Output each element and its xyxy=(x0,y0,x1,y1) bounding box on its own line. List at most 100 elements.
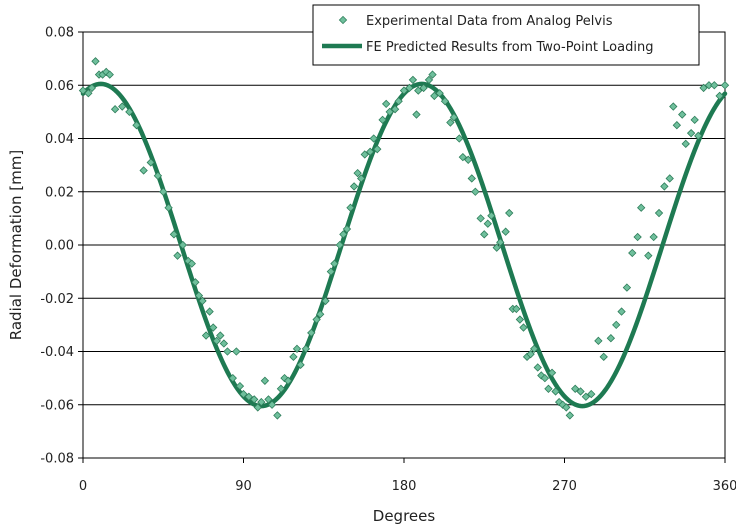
experimental-data-point xyxy=(273,411,282,420)
experimental-data-point xyxy=(283,376,293,385)
experimental-data-point xyxy=(633,232,642,242)
experimental-data-point xyxy=(496,238,505,247)
x-tick-label: 0 xyxy=(79,479,87,494)
experimental-data-point xyxy=(239,389,248,399)
experimental-data-point xyxy=(547,368,557,377)
experimental-data-point xyxy=(394,97,403,106)
experimental-data-point xyxy=(665,174,674,183)
experimental-data-point xyxy=(153,171,163,180)
experimental-data-point xyxy=(419,83,428,93)
experimental-data-point xyxy=(435,89,444,98)
experimental-data-point xyxy=(694,131,703,141)
experimental-data-point xyxy=(346,203,355,212)
y-tick-label: 0.02 xyxy=(45,185,74,200)
experimental-data-point xyxy=(501,227,510,236)
experimental-data-point xyxy=(373,144,382,154)
experimental-data-point xyxy=(326,267,336,276)
experimental-data-point xyxy=(428,70,437,79)
experimental-data-point xyxy=(209,323,218,332)
x-axis-title: Degrees xyxy=(373,507,436,525)
y-tick-label: 0.00 xyxy=(45,239,74,254)
experimental-data-point xyxy=(110,105,120,114)
experimental-data-point xyxy=(412,110,421,119)
experimental-data-point xyxy=(267,400,277,409)
experimental-data-point xyxy=(467,174,476,183)
experimental-data-point xyxy=(430,91,439,101)
experimental-data-point xyxy=(335,240,344,250)
experimental-data-point xyxy=(187,259,196,268)
experimental-data-point xyxy=(118,102,127,111)
experimental-data-point xyxy=(424,75,434,85)
experimental-data-point xyxy=(301,344,311,354)
experimental-data-point xyxy=(492,243,501,252)
experimental-data-point xyxy=(159,187,168,196)
experimental-data-point xyxy=(440,97,450,106)
experimental-data-point xyxy=(533,363,542,372)
y-tick-label: -0.02 xyxy=(40,292,74,307)
experimental-data-point xyxy=(385,107,394,117)
legend-label-fe-predicted: FE Predicted Results from Two-Point Load… xyxy=(366,40,653,55)
experimental-data-point xyxy=(537,371,546,380)
experimental-data-point xyxy=(296,360,305,369)
experimental-data-point xyxy=(357,174,366,183)
experimental-data-point xyxy=(289,352,298,361)
experimental-data-point xyxy=(587,389,596,399)
y-tick-label: -0.06 xyxy=(40,398,74,413)
experimental-data-point xyxy=(505,208,514,218)
experimental-data-point xyxy=(515,315,525,324)
experimental-data-point xyxy=(91,57,100,66)
experimental-data-point xyxy=(390,105,400,114)
experimental-data-point xyxy=(146,158,155,167)
experimental-data-point xyxy=(276,384,286,393)
x-tick-label: 360 xyxy=(713,479,736,494)
experimental-data-point xyxy=(257,397,266,407)
experimental-data-point xyxy=(449,113,459,122)
experimental-data-point xyxy=(699,83,708,93)
experimental-data-point xyxy=(84,89,93,98)
experimental-data-point xyxy=(78,86,88,95)
experimental-data-point xyxy=(612,320,621,330)
experimental-data-point xyxy=(205,307,214,316)
experimental-data-point xyxy=(223,347,232,356)
experimental-data-point xyxy=(253,403,262,412)
experimental-data-point xyxy=(399,86,409,95)
experimental-data-point xyxy=(342,224,352,234)
experimental-data-point xyxy=(446,118,455,127)
experimental-data-point xyxy=(660,182,669,191)
experimental-data-point xyxy=(191,278,200,287)
experimental-data-point xyxy=(235,381,245,391)
legend-label-experimental: Experimental Data from Analog Pelvis xyxy=(366,14,613,29)
experimental-data-point xyxy=(292,344,302,354)
experimental-data-point xyxy=(554,397,564,407)
experimental-data-point xyxy=(244,392,254,401)
experimental-data-point xyxy=(672,121,682,130)
experimental-data-point xyxy=(414,86,423,95)
experimental-data-point xyxy=(483,219,492,228)
x-tick-label: 90 xyxy=(235,479,252,494)
experimental-data-point xyxy=(654,208,664,218)
experimental-data-point xyxy=(622,283,632,292)
experimental-data-series xyxy=(78,57,730,420)
experimental-data-point xyxy=(519,323,528,332)
experimental-data-point xyxy=(487,211,496,220)
experimental-data-point xyxy=(565,411,575,420)
experimental-data-point xyxy=(250,395,259,404)
experimental-data-point xyxy=(476,214,485,223)
experimental-data-point xyxy=(139,166,148,175)
experimental-data-point xyxy=(471,187,480,196)
experimental-data-point xyxy=(686,129,696,138)
experimental-data-point xyxy=(678,110,687,119)
experimental-data-point xyxy=(264,395,273,404)
experimental-data-point xyxy=(544,384,553,393)
experimental-data-point xyxy=(87,83,97,93)
experimental-data-point xyxy=(316,310,325,319)
y-tick-label: 0.04 xyxy=(45,132,74,147)
experimental-data-point xyxy=(105,70,114,79)
experimental-data-point xyxy=(581,392,591,401)
experimental-data-point xyxy=(312,315,321,324)
experimental-data-point xyxy=(330,259,339,268)
experimental-data-point xyxy=(194,291,204,300)
experimental-data-point xyxy=(164,203,173,212)
experimental-data-point xyxy=(369,134,378,143)
